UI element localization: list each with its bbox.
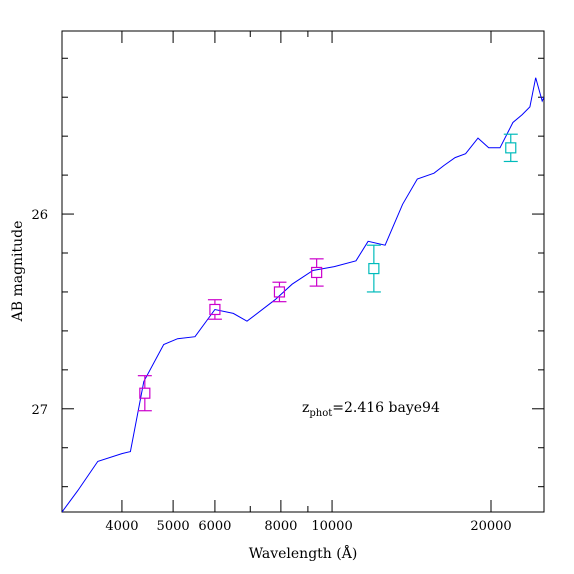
x-tick-label: 5000	[157, 519, 190, 534]
x-tick-label: 6000	[198, 519, 231, 534]
photometry-point	[503, 133, 518, 163]
x-tick-label: 20000	[470, 519, 511, 534]
photometry-marker	[273, 286, 286, 298]
photometry-marker	[139, 387, 151, 399]
plot-frame	[61, 30, 545, 513]
annotation-value: =2.416 baye94	[332, 400, 440, 416]
y-tick-label: 27	[31, 403, 48, 418]
photometry-marker	[209, 303, 221, 316]
y-axis-label: AB magnitude	[10, 221, 26, 323]
y-tick-label: 26	[31, 208, 48, 223]
photometry-point	[309, 258, 324, 287]
photometry-marker	[368, 262, 380, 275]
axis-ticks	[62, 31, 544, 512]
photometry-marker	[505, 142, 517, 154]
x-tick-label: 10000	[311, 519, 352, 534]
x-tick-label: 4000	[105, 519, 138, 534]
x-tick-label: 8000	[264, 519, 297, 534]
x-tick-labels: 4000 5000 6000 8000 10000 20000	[105, 519, 511, 534]
photo-z-annotation: zphot=2.416 baye94	[302, 400, 440, 419]
photometry-point	[366, 244, 381, 293]
sed-model-line	[62, 77, 544, 512]
plot-area	[62, 77, 544, 512]
photometry-marker	[311, 266, 323, 279]
photometry-point	[207, 299, 222, 320]
photometry-point	[272, 281, 287, 303]
x-axis-label: Wavelength (Å)	[249, 544, 358, 562]
photometry-point	[137, 375, 152, 412]
annotation-z: z	[302, 400, 309, 416]
y-tick-labels: 26 27	[31, 208, 48, 418]
annotation-subscript: phot	[309, 408, 332, 419]
